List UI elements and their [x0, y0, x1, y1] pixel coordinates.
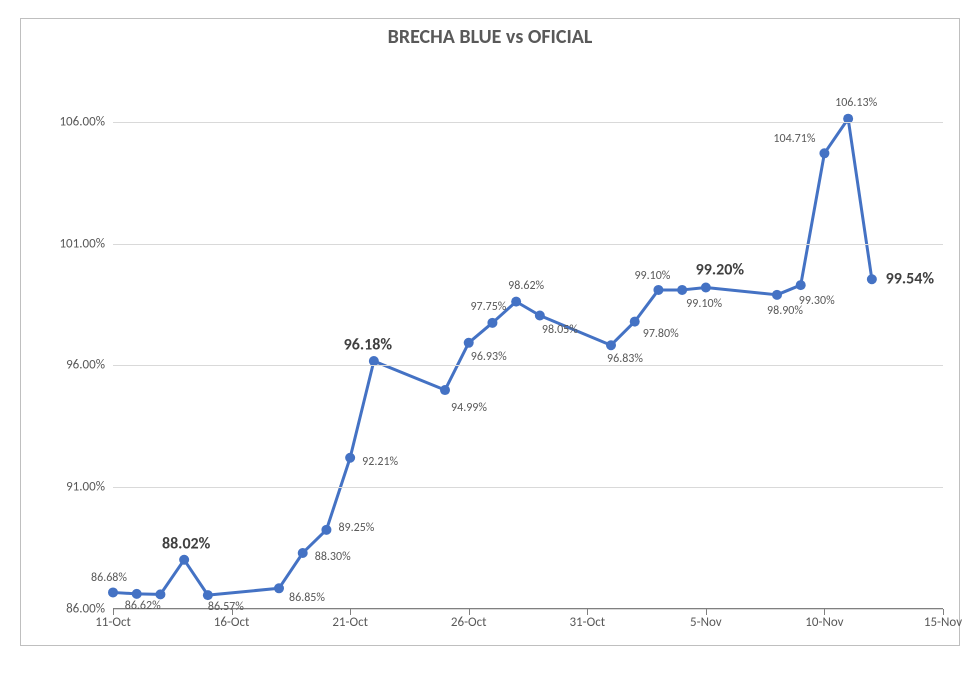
- data-marker: [203, 590, 213, 600]
- data-marker: [653, 285, 663, 295]
- data-label: 86.57%: [208, 600, 244, 614]
- data-label: 99.10%: [686, 297, 722, 311]
- gridline: [113, 487, 943, 488]
- data-marker: [298, 548, 308, 558]
- gridline: [113, 244, 943, 245]
- data-label: 88.02%: [162, 534, 210, 553]
- chart-title: BRECHA BLUE vs OFICIAL: [21, 25, 959, 49]
- data-marker: [179, 555, 189, 565]
- data-marker: [274, 583, 284, 593]
- data-marker: [464, 338, 474, 348]
- data-label: 89.25%: [338, 521, 374, 535]
- data-label: 98.62%: [508, 279, 544, 293]
- x-tick-label: 31-Oct: [569, 609, 605, 630]
- data-label: 99.20%: [696, 260, 744, 279]
- data-marker: [321, 525, 331, 535]
- data-label: 88.30%: [315, 550, 351, 564]
- x-tick-label: 26-Oct: [451, 609, 487, 630]
- data-label: 92.21%: [362, 455, 398, 469]
- y-tick-label: 96.00%: [66, 358, 113, 373]
- data-label: 94.99%: [451, 401, 487, 415]
- x-tick-label: 21-Oct: [332, 609, 368, 630]
- plot-area: 86.00%91.00%96.00%101.00%106.00%11-Oct16…: [113, 61, 943, 609]
- y-tick-label: 91.00%: [66, 480, 113, 495]
- data-marker: [867, 274, 877, 284]
- x-tick-label: 5-Nov: [690, 609, 722, 630]
- data-marker: [108, 587, 118, 597]
- data-marker: [772, 290, 782, 300]
- data-marker: [606, 340, 616, 350]
- data-marker: [511, 297, 521, 307]
- data-marker: [132, 589, 142, 599]
- data-label: 86.68%: [91, 571, 127, 585]
- data-marker: [487, 318, 497, 328]
- data-marker: [819, 148, 829, 158]
- data-marker: [701, 283, 711, 293]
- data-marker: [535, 311, 545, 321]
- data-label: 104.71%: [773, 132, 815, 146]
- data-label: 86.85%: [289, 591, 325, 605]
- data-label: 97.75%: [470, 300, 506, 314]
- data-marker: [440, 385, 450, 395]
- gridline: [113, 365, 943, 366]
- y-tick-label: 106.00%: [59, 114, 113, 129]
- y-tick-label: 101.00%: [59, 236, 113, 251]
- data-marker: [677, 285, 687, 295]
- data-label: 96.93%: [471, 350, 507, 364]
- data-label: 99.10%: [634, 269, 670, 283]
- data-marker: [796, 280, 806, 290]
- data-marker: [345, 453, 355, 463]
- data-label: 106.13%: [835, 96, 877, 110]
- data-label: 99.54%: [886, 270, 934, 289]
- data-label: 98.05%: [542, 323, 578, 337]
- data-label: 96.18%: [344, 336, 392, 355]
- x-tick-label: 10-Nov: [805, 609, 843, 630]
- series-svg: [113, 61, 943, 609]
- gridline: [113, 122, 943, 123]
- data-marker: [630, 317, 640, 327]
- x-tick-label: 15-Nov: [924, 609, 962, 630]
- data-label: 96.83%: [607, 352, 643, 366]
- chart-container: BRECHA BLUE vs OFICIAL 86.00%91.00%96.00…: [20, 18, 960, 646]
- data-label: 97.80%: [643, 327, 679, 341]
- data-label: 99.30%: [799, 294, 835, 308]
- data-marker: [155, 589, 165, 599]
- data-label: 98.90%: [767, 304, 803, 318]
- data-label: 86.62%: [125, 599, 161, 613]
